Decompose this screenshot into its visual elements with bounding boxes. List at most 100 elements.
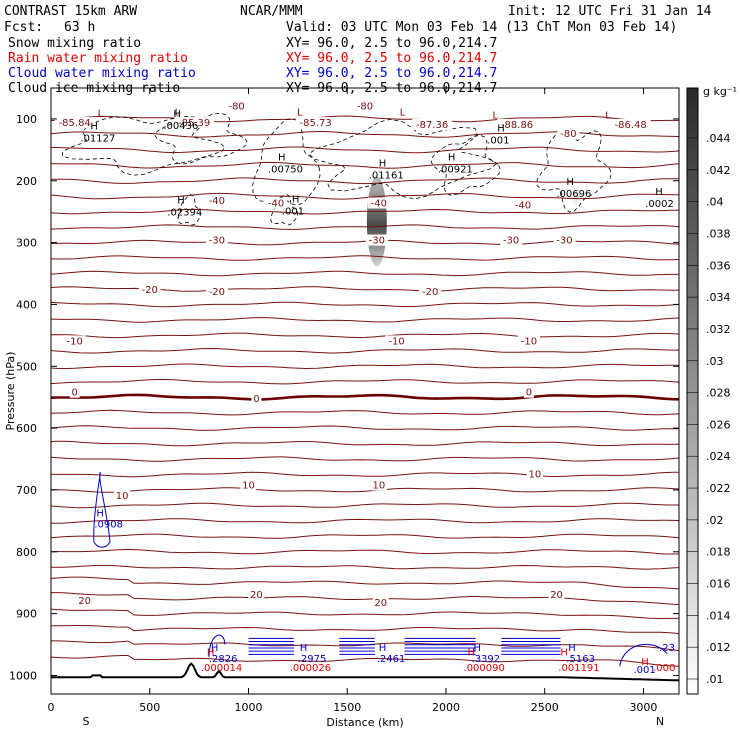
x-tick-label: 1000 <box>234 701 262 714</box>
temperature-label: -85.84 <box>59 118 91 129</box>
temperature-label-bg <box>205 234 228 246</box>
cloud-ice-contour <box>252 118 321 206</box>
y-tick-label: 200 <box>16 175 37 188</box>
temperature-label-bg <box>251 392 262 404</box>
temperature-label: -20 <box>422 287 438 298</box>
temperature-contour <box>50 440 680 447</box>
cloud-water-max-mark: H <box>96 509 104 520</box>
cloud-ice-contours <box>61 112 612 226</box>
ice-max-value: .001 <box>282 206 304 217</box>
temperature-label: -80 <box>228 101 244 112</box>
colorbar-tick-label: .026 <box>706 418 731 431</box>
temperature-label-bg <box>54 117 95 129</box>
cold-trough-mark: L <box>605 111 611 122</box>
temperature-label-bg <box>354 100 376 112</box>
temperature-contour <box>51 409 680 416</box>
temperature-label-bg <box>365 234 388 246</box>
temperature-label-bg <box>548 588 565 600</box>
y-tick-label: 600 <box>16 422 37 435</box>
field-xy: XY= 96.0, 2.5 to 96.0,214.7 <box>286 51 497 66</box>
temperature-label: 20 <box>78 596 91 607</box>
colorbar-tick-label: .02 <box>706 514 724 527</box>
plot-area: -85.84 -85.39 -85.73 -87.36 -88.86 -86.48 -80 -… <box>4 87 680 729</box>
rain-max-value: .001191 <box>558 663 599 674</box>
ice-max-value: .00436 <box>163 121 198 132</box>
ice-max-mark: H <box>278 152 286 163</box>
temperature-contour <box>50 317 680 323</box>
cloud-water-max-value: .23 <box>659 643 675 654</box>
axes: 0 500 1000 1500 2000 2500 30001002003004005006… <box>4 88 679 729</box>
temperature-label-bg <box>295 117 336 129</box>
temperature-label-bg <box>523 386 534 398</box>
temperature-contour <box>51 146 680 154</box>
y-tick-label: 900 <box>16 608 37 621</box>
temperature-contour <box>50 533 680 539</box>
colorbar-tick-label: .036 <box>706 259 731 272</box>
temperature-contour <box>51 564 680 570</box>
x-tick-label: 3000 <box>629 701 657 714</box>
temperature-label: -40 <box>515 200 531 211</box>
model-title: CONTRAST 15km ARW <box>4 4 137 19</box>
colorbar-tick-label: .044 <box>706 132 731 145</box>
temperature-contour <box>50 456 680 462</box>
rain-max-value: .000014 <box>201 663 242 674</box>
temperature-label: -30 <box>369 236 385 247</box>
y-tick-label: 500 <box>16 360 37 373</box>
x-tick-label: 1500 <box>333 701 361 714</box>
ice-max-value: .00696 <box>556 189 591 200</box>
cloud-ice-contour <box>177 194 202 226</box>
field-name: Cloud water mixing ratio <box>8 66 196 81</box>
temperature-contour <box>50 192 679 200</box>
temperature-label: -10 <box>67 336 83 347</box>
rain-max-mark: H <box>641 657 649 668</box>
temperature-contour <box>51 640 680 652</box>
temperature-label: -40 <box>209 196 225 207</box>
colorbar-tick-label: .024 <box>706 450 731 463</box>
rain-max-value: .000026 <box>290 663 331 674</box>
temperature-label: -20 <box>142 285 158 296</box>
cloud-water-max-value: .2826 <box>209 654 238 665</box>
contour-labels: -85.84 -85.39 -85.73 -87.36 -88.86 -86.48 -80 -… <box>54 100 675 676</box>
cloud-water-max-mark: H <box>568 643 576 654</box>
colorbar-tick-label: .012 <box>706 641 731 654</box>
colorbar-ticks: .01 .012 .014 .016 .018 .02 .022 .024 .026 .028 .0… <box>687 132 731 686</box>
y-tick-label: 400 <box>16 298 37 311</box>
temperature-contour <box>50 378 680 385</box>
temperature-contour <box>50 301 680 308</box>
colorbar-tick-label: .04 <box>706 196 724 209</box>
colorbar: .01 .012 .014 .016 .018 .02 .022 .024 .026 .028 .0… <box>686 85 737 695</box>
rain-max-mark: H <box>207 648 215 659</box>
temperature-contour <box>50 518 680 524</box>
temperature-contour <box>50 502 679 509</box>
ice-max-value: .001 <box>487 135 509 146</box>
freezing-level-contour <box>50 393 680 401</box>
cloud-water-max-value: .2975 <box>298 654 327 665</box>
ice-max-mark: H <box>566 177 574 188</box>
temperature-label: -85.39 <box>178 118 210 129</box>
temperature-contour <box>51 625 680 635</box>
temperature-label-bg <box>419 285 442 297</box>
temperature-contour <box>50 177 680 185</box>
temperature-label-bg <box>367 197 390 209</box>
colorbar-tick-label: .034 <box>706 291 731 304</box>
temperature-contour <box>50 347 679 354</box>
temperature-contour <box>50 332 680 339</box>
temperature-contour <box>50 239 680 246</box>
cloud-ice-contour <box>154 112 248 165</box>
y-tick-label: 700 <box>16 484 37 497</box>
temperature-contour <box>50 224 680 230</box>
temperature-label-bg <box>511 199 534 211</box>
cloud-water-max-mark: H <box>474 643 482 654</box>
cold-trough-mark: L <box>98 109 104 120</box>
field-name: Snow mixing ratio <box>8 36 141 51</box>
x-tick-label: 0 <box>48 701 55 714</box>
cloud-water-max-value: .2461 <box>377 654 406 665</box>
colorbar-fill <box>686 87 699 695</box>
ice-max-mark: H <box>173 109 181 120</box>
temperature-label-bg <box>553 234 576 246</box>
ice-max-mark: H <box>177 196 185 207</box>
temperature-label: 20 <box>250 590 263 601</box>
cloud-ice-contour <box>536 130 612 213</box>
temperature-label-bg <box>76 595 93 607</box>
temperature-label-bg <box>497 118 538 130</box>
